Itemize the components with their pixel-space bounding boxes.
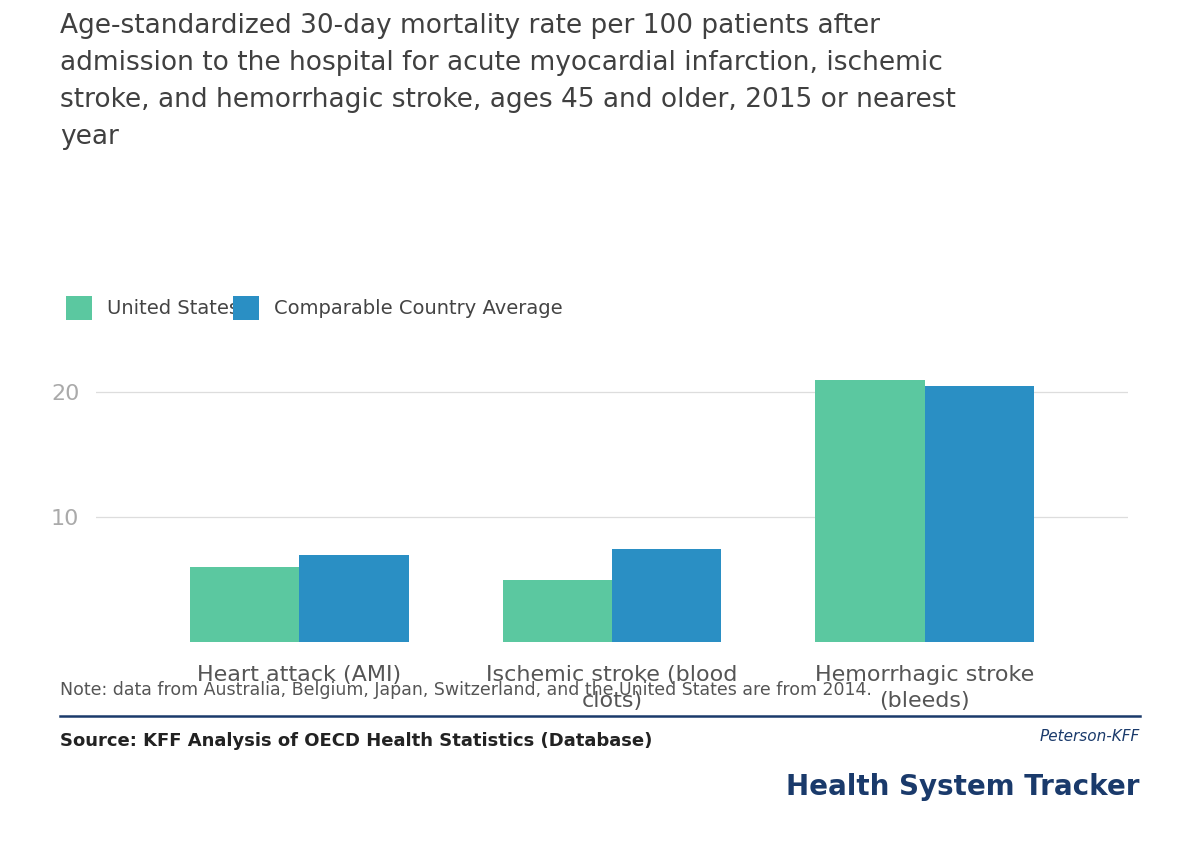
Text: Source: KFF Analysis of OECD Health Statistics (Database): Source: KFF Analysis of OECD Health Stat… [60,732,653,750]
Bar [299,555,409,642]
Bar [925,386,1034,642]
Text: Note: data from Australia, Belgium, Japan, Switzerland, and the United States ar: Note: data from Australia, Belgium, Japa… [60,681,872,700]
Bar [503,580,612,642]
Text: Comparable Country Average: Comparable Country Average [274,299,563,318]
Bar [190,568,299,642]
Text: Health System Tracker: Health System Tracker [786,773,1140,800]
Text: United States: United States [107,299,239,318]
Text: Peterson-KFF: Peterson-KFF [1039,729,1140,744]
Text: Age-standardized 30-day mortality rate per 100 patients after
admission to the h: Age-standardized 30-day mortality rate p… [60,13,956,150]
Bar [815,380,925,642]
Bar [612,549,721,642]
